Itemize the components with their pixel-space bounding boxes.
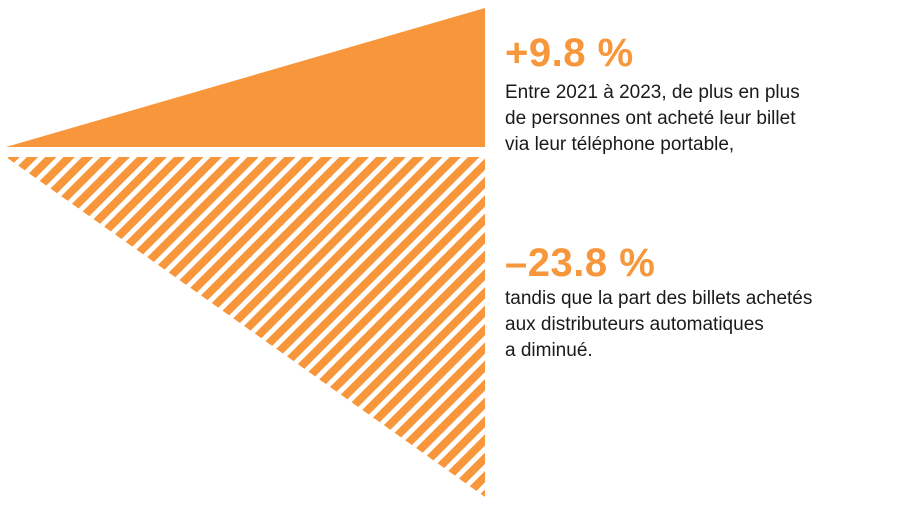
increase-description-line: via leur téléphone portable, (505, 134, 735, 155)
decrease-description-line: tandis que la part des billets achetés (505, 288, 813, 309)
decrease-triangle (6, 157, 485, 497)
decrease-description-line: aux distributeurs automatiques (505, 314, 764, 335)
increase-description-line: Entre 2021 à 2023, de plus en plus (505, 82, 800, 103)
increase-description: Entre 2021 à 2023, de plus en plus de pe… (505, 80, 825, 158)
increase-value: +9.8 % (505, 31, 634, 75)
decrease-value: –23.8 % (505, 241, 656, 285)
increase-triangle (6, 8, 485, 147)
increase-description-line: de personnes ont acheté leur billet (505, 108, 796, 129)
decrease-description: tandis que la part des billets achetés a… (505, 286, 825, 364)
decrease-description-line: a diminué. (505, 340, 593, 361)
